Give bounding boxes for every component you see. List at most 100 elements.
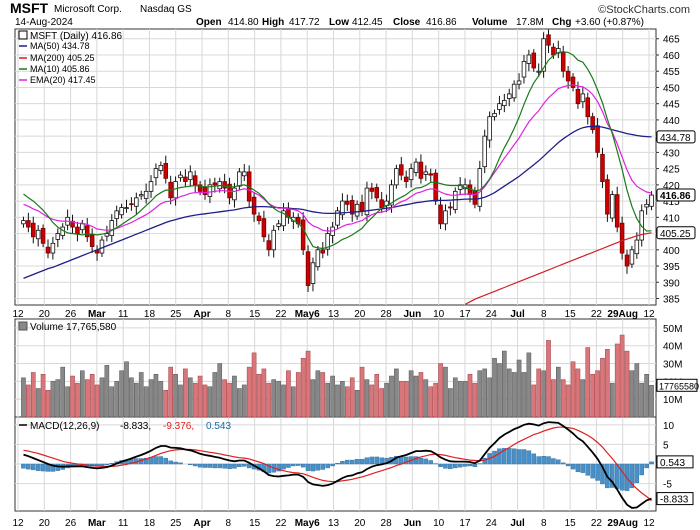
x-tick-label: May6	[295, 518, 320, 529]
x-tick-label: 15	[565, 518, 577, 529]
volume-tick-label: 30M	[663, 360, 682, 371]
macd-tick-label: -5	[663, 480, 672, 491]
x-tick-label: 12	[643, 518, 655, 529]
x-tick-label: Apr	[193, 518, 210, 529]
volume-bar	[526, 352, 532, 418]
candle-body	[369, 187, 375, 192]
macd-histogram-bar	[168, 460, 173, 465]
volume-bar	[109, 386, 115, 418]
candle-body	[354, 203, 360, 217]
volume-bar	[418, 372, 424, 418]
volume-bar	[374, 373, 380, 418]
x-tick-label: 17	[459, 309, 471, 320]
macd-histogram-bar	[629, 463, 635, 489]
chart-date: 14-Aug-2024	[15, 17, 73, 28]
volume-bar	[590, 373, 595, 418]
volume-bar	[423, 379, 429, 418]
macd-histogram-bar	[556, 459, 561, 465]
candle-body	[89, 234, 95, 247]
volume-bar	[124, 361, 129, 418]
volume-bar	[256, 373, 262, 418]
candle-body	[374, 187, 380, 199]
volume-bar	[457, 381, 463, 418]
x-tick-label: May6	[295, 309, 320, 320]
candle-body	[300, 219, 306, 251]
volume-bar	[163, 390, 169, 418]
volume-bar	[99, 377, 105, 418]
x-tick-label: Mar	[88, 518, 106, 529]
candle-body	[31, 222, 36, 238]
x-tick-label: 13	[328, 309, 340, 320]
x-tick-label: 17	[459, 518, 471, 529]
macd-histogram-bar	[153, 456, 159, 465]
y-tick-label: 445	[663, 100, 680, 111]
candle-body	[443, 210, 448, 225]
volume-bar	[80, 370, 85, 418]
macd-value-tag-text: -8.833	[660, 495, 689, 506]
volume-bar	[575, 368, 581, 418]
macd-histogram-bar	[575, 463, 581, 473]
ma10-line	[23, 51, 652, 250]
legend-price: MSFT (Daily) 416.86	[30, 31, 123, 42]
volume-bar	[403, 381, 409, 418]
y-tick-label: 430	[663, 148, 680, 159]
x-tick-label: Jul	[510, 309, 525, 320]
volume-bar	[536, 368, 541, 418]
candle-body	[521, 61, 527, 78]
ma50-line	[23, 125, 652, 280]
volume-bar	[138, 372, 144, 418]
volume-bar	[232, 375, 237, 418]
macd-histogram-bar	[516, 449, 522, 465]
x-tick-label: 18	[144, 309, 156, 320]
candle-body	[359, 201, 365, 212]
candle-body	[600, 153, 605, 183]
price-value-tag-text: 434.78	[660, 133, 691, 144]
candle-body	[192, 175, 198, 186]
x-tick-label: Jun	[403, 309, 421, 320]
y-tick-label: 455	[663, 67, 680, 78]
macd-histogram-bar	[295, 463, 301, 466]
candle-body	[305, 251, 311, 286]
candle-body	[619, 222, 625, 254]
macd-histogram-bar	[634, 463, 640, 483]
candle-body	[399, 164, 404, 176]
macd-histogram-bar	[31, 463, 36, 471]
macd-histogram-bar	[649, 461, 654, 465]
macd-histogram-bar	[207, 463, 213, 468]
candle-body	[477, 168, 483, 207]
candle-body	[649, 194, 654, 207]
volume-bar	[433, 382, 438, 418]
macd-histogram-bar	[237, 463, 242, 467]
candle-body	[379, 199, 384, 208]
volume-bar	[192, 382, 198, 418]
volume-bar	[560, 379, 566, 418]
x-tick-label: Jun	[403, 518, 421, 529]
legend-macd-name: MACD(12,26,9)	[30, 421, 99, 432]
volume-bar	[50, 381, 56, 418]
macd-histogram-bar	[590, 463, 595, 479]
ma200-line	[464, 232, 652, 305]
volume-bar	[315, 370, 321, 418]
candle-body	[536, 70, 541, 73]
x-tick-label: 15	[249, 518, 261, 529]
candle-body	[364, 187, 370, 216]
volume-bar	[497, 363, 502, 418]
macd-histogram-bar	[320, 463, 326, 470]
volume-bar	[492, 357, 497, 418]
volume-bar	[187, 377, 193, 418]
volume-bar	[173, 373, 178, 418]
x-tick-label: 8	[541, 309, 547, 320]
watermark: ©StockCharts.com	[598, 4, 690, 16]
x-tick-label: 22	[591, 309, 603, 320]
legend-macd-value: -8.833,	[120, 421, 151, 432]
candle-body	[389, 184, 394, 206]
macd-histogram-bar	[359, 459, 365, 465]
macd-histogram-bar	[531, 453, 537, 465]
macd-histogram-bar	[340, 461, 345, 465]
x-tick-label: 15	[249, 309, 261, 320]
volume-bar	[75, 382, 80, 418]
candle-body	[394, 168, 399, 186]
macd-value-tag-text: 0.543	[660, 458, 685, 469]
volume-bar	[153, 373, 159, 418]
candle-body	[610, 194, 615, 219]
